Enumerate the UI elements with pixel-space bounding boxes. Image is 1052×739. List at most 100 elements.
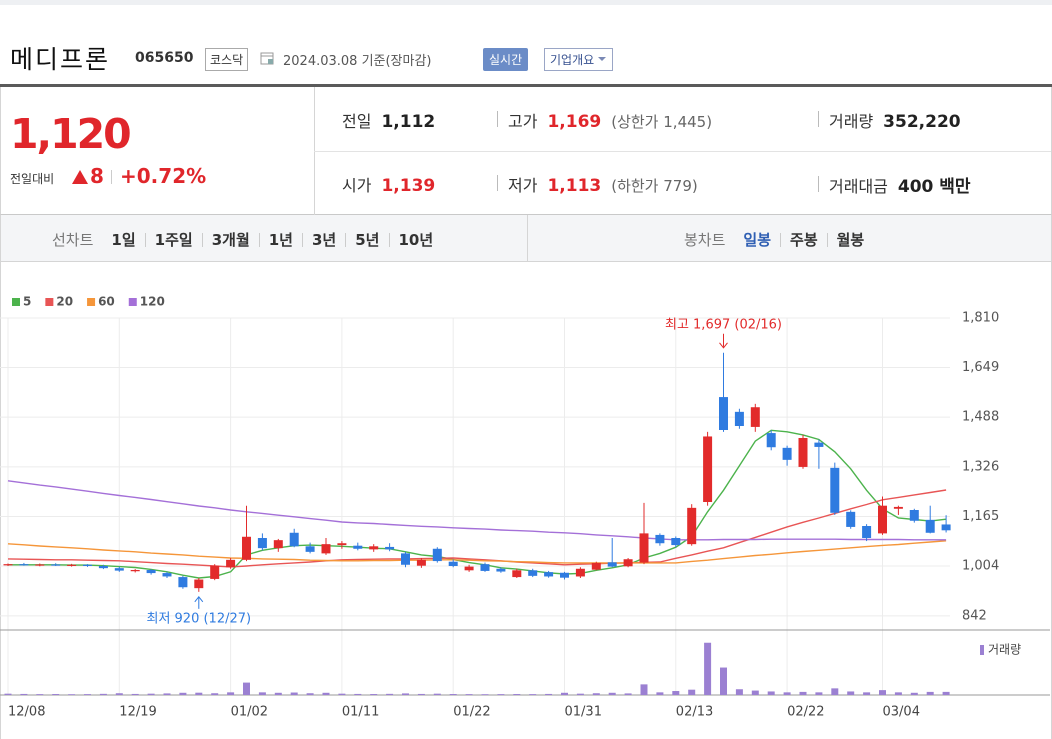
candle — [846, 510, 856, 529]
stat-label: 시가 — [342, 176, 372, 195]
tab[interactable]: 3년 — [302, 232, 345, 247]
y-tick-label: 1,488 — [962, 410, 999, 425]
stat-label: 저가 — [508, 176, 538, 195]
volume-bar — [735, 689, 743, 695]
candle-body — [925, 519, 935, 533]
volume-bar — [147, 693, 155, 695]
candle-body — [353, 545, 363, 549]
top-bar — [0, 0, 1052, 5]
candle — [623, 558, 633, 568]
candle-body — [591, 562, 601, 570]
volume-bar — [608, 692, 616, 695]
candle-body — [67, 564, 77, 566]
candle — [750, 403, 760, 432]
candle — [369, 544, 379, 552]
volume-bar — [243, 682, 250, 695]
volume-bar — [545, 693, 553, 695]
candle-body — [687, 507, 697, 545]
stock-name: 메디프론 — [10, 45, 111, 74]
y-tick-label: 1,649 — [962, 360, 999, 375]
volume-bar — [20, 693, 28, 695]
realtime-button[interactable]: 실시간 — [483, 48, 529, 71]
volume-bar — [767, 691, 775, 695]
tab[interactable]: 1년 — [258, 232, 302, 247]
candle — [130, 569, 140, 573]
volume-bar — [847, 691, 855, 695]
volume-bar — [688, 689, 696, 695]
candle — [67, 563, 77, 567]
candle — [226, 558, 236, 569]
separator — [497, 175, 498, 191]
candle-body — [114, 568, 124, 571]
candle-body — [544, 572, 554, 577]
current-price: 1,120 — [10, 110, 132, 158]
candle-body — [878, 505, 887, 534]
legend-swatch — [12, 298, 20, 306]
volume-bar — [576, 693, 584, 695]
candle — [480, 562, 490, 572]
tab[interactable]: 일봉 — [743, 230, 772, 249]
volume-bar — [783, 692, 791, 695]
candle-body — [496, 568, 506, 572]
volume-bar — [815, 692, 823, 695]
candle — [114, 566, 124, 572]
candle — [35, 563, 45, 567]
up-triangle — [72, 170, 88, 184]
candle — [337, 541, 347, 549]
moving-average-line — [7, 489, 947, 568]
candle-body — [226, 559, 236, 568]
volume-bar — [704, 642, 712, 695]
volume-bar — [274, 692, 282, 695]
tab[interactable]: 10년 — [388, 232, 443, 247]
tab[interactable]: 월봉 — [826, 232, 874, 247]
candle-body — [750, 407, 760, 427]
divider — [0, 84, 1052, 87]
candle-body — [639, 533, 649, 563]
candle — [528, 568, 538, 578]
candle-body — [305, 546, 315, 552]
stat-value: 1,169 — [547, 112, 602, 132]
candle — [3, 563, 13, 566]
tab[interactable]: 1주일 — [144, 232, 202, 247]
candle — [560, 571, 569, 580]
tab[interactable]: 주봉 — [780, 232, 827, 247]
candle-body — [432, 548, 442, 562]
candle-body — [289, 532, 299, 547]
candle — [162, 571, 172, 578]
x-tick-label: 02/22 — [787, 705, 824, 720]
moving-average-line — [7, 540, 947, 564]
candle-body — [909, 510, 919, 521]
candle-body — [401, 553, 410, 565]
volume-bar — [195, 692, 203, 695]
y-tick-label: 1,326 — [962, 459, 999, 474]
candle-body — [162, 573, 172, 577]
volume-bar — [402, 693, 409, 695]
legend-swatch — [87, 298, 96, 306]
volume-bar — [656, 692, 664, 695]
volume-bar — [227, 692, 235, 695]
x-tick-label: 12/19 — [119, 705, 156, 720]
volume-bar — [131, 693, 139, 695]
overview-button[interactable]: 기업개요 — [544, 48, 614, 71]
candle — [385, 543, 395, 552]
candle-body — [575, 568, 585, 577]
candle — [830, 462, 840, 515]
volume-bar — [863, 692, 871, 695]
volume-bar — [354, 693, 362, 695]
y-tick-label: 1,165 — [962, 509, 999, 524]
candle-body — [194, 579, 204, 589]
candle — [194, 578, 204, 592]
y-tick-label: 1,810 — [962, 311, 999, 326]
tab[interactable]: 5년 — [345, 232, 388, 247]
annotation-arrowhead — [194, 596, 204, 603]
stat-value: 352,220 — [883, 112, 961, 132]
volume-bar — [751, 690, 759, 695]
candle-body — [671, 538, 681, 546]
candle — [242, 505, 251, 562]
x-tick-label: 12/08 — [8, 705, 45, 720]
tab[interactable]: 3개월 — [201, 232, 259, 247]
line-chart-tabs: 선차트 1일 1주일 3개월 1년 3년 5년 10년 — [52, 229, 442, 250]
volume-bar — [52, 694, 60, 695]
candle — [512, 568, 522, 578]
tab[interactable]: 1일 — [111, 230, 136, 249]
